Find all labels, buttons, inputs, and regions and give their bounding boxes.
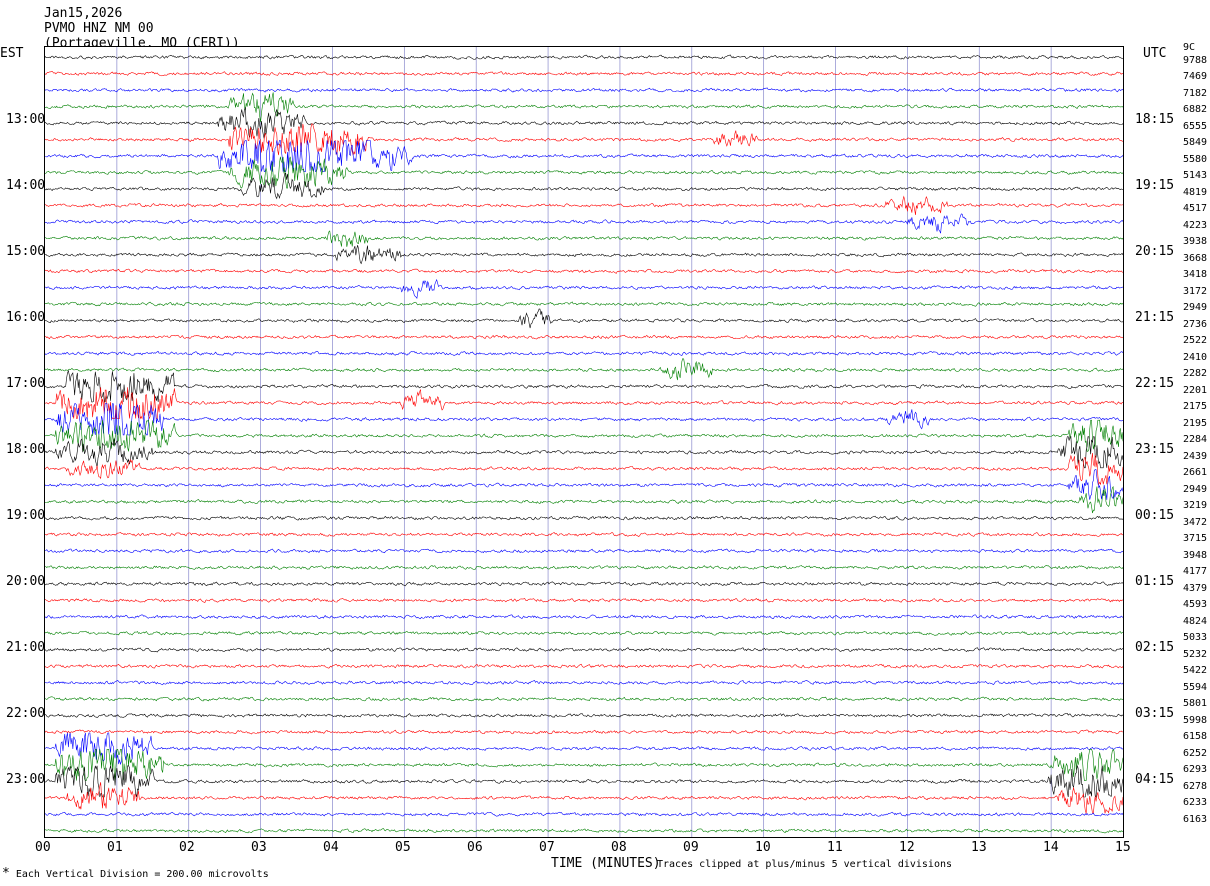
amplitude-value: 3418 xyxy=(1183,269,1208,280)
amplitude-value: 5422 xyxy=(1183,665,1208,676)
amplitude-value: 3948 xyxy=(1183,549,1208,561)
amplitude-value: 4593 xyxy=(1183,599,1208,610)
right-time-tick: 20:15 xyxy=(1135,244,1175,260)
seismogram-plot xyxy=(44,46,1124,838)
left-time-tick: 18:00 xyxy=(6,442,46,458)
scale-footnote: * Each Vertical Division = 200.00 microv… xyxy=(2,866,269,881)
amplitude-value: 4517 xyxy=(1183,203,1208,214)
amplitude-value: 6252 xyxy=(1183,747,1208,759)
amplitude-value: 6278 xyxy=(1183,780,1208,792)
amplitude-value: 3172 xyxy=(1183,285,1208,297)
left-time-tick: 21:00 xyxy=(6,640,46,656)
x-axis-tick: 06 xyxy=(467,840,483,855)
amplitude-value: 6163 xyxy=(1183,813,1208,825)
right-time-tick: 22:15 xyxy=(1135,376,1175,392)
x-axis-tick: 03 xyxy=(251,840,267,855)
left-time-tick: 17:00 xyxy=(6,376,46,392)
left-time-tick: 14:00 xyxy=(6,178,46,194)
amplitude-value: 2949 xyxy=(1183,302,1208,313)
amplitude-value: 7182 xyxy=(1183,87,1208,99)
left-time-tick: 15:00 xyxy=(6,244,46,260)
amplitude-value: 4379 xyxy=(1183,582,1208,594)
x-axis-tick: 12 xyxy=(899,840,915,855)
right-time-tick: 19:15 xyxy=(1135,178,1175,194)
amplitude-value: 6293 xyxy=(1183,764,1208,775)
x-axis-tick: 10 xyxy=(755,840,771,855)
left-time-tick: 22:00 xyxy=(6,706,46,722)
right-axis-label: UTC xyxy=(1143,46,1167,61)
right-time-tick: 03:15 xyxy=(1135,706,1175,722)
amplitude-value: 3938 xyxy=(1183,236,1208,247)
amplitude-value: 4819 xyxy=(1183,186,1208,198)
x-axis-tick: 14 xyxy=(1043,840,1059,855)
header-station: PVMO HNZ NM 00 xyxy=(44,21,154,36)
x-axis-tick: 04 xyxy=(323,840,339,855)
x-axis-title: TIME (MINUTES) xyxy=(551,856,661,871)
amplitude-value: 2439 xyxy=(1183,450,1208,462)
amplitude-value: 2175 xyxy=(1183,401,1208,412)
x-axis-tick: 00 xyxy=(35,840,51,855)
footnote-text: Each Vertical Division = 200.00 microvol… xyxy=(15,869,269,880)
left-time-tick: 16:00 xyxy=(6,310,46,326)
amplitude-value: 6158 xyxy=(1183,731,1208,742)
plot-canvas xyxy=(45,47,1123,837)
x-axis-tick: 02 xyxy=(179,840,195,855)
clip-note: Traces clipped at plus/minus 5 vertical … xyxy=(657,859,953,870)
right-time-tick: 23:15 xyxy=(1135,442,1175,458)
x-axis-tick: 15 xyxy=(1115,840,1131,855)
amplitude-value: 5143 xyxy=(1183,170,1208,181)
amplitude-value: 3472 xyxy=(1183,516,1208,528)
x-axis-tick: 13 xyxy=(971,840,987,855)
amplitude-value: 5594 xyxy=(1183,681,1208,693)
amplitude-value: 2949 xyxy=(1183,483,1208,495)
right-time-tick: 01:15 xyxy=(1135,574,1175,590)
footnote-star: * xyxy=(2,866,10,881)
amplitude-value: 2284 xyxy=(1183,434,1208,445)
left-time-tick: 23:00 xyxy=(6,772,46,788)
amplitude-value: 2282 xyxy=(1183,368,1208,379)
amplitude-value: 6233 xyxy=(1183,797,1208,808)
amplitude-value: 5033 xyxy=(1183,632,1208,643)
x-axis-tick: 07 xyxy=(539,840,555,855)
amplitude-value: 4223 xyxy=(1183,219,1208,231)
amplitude-value: 6555 xyxy=(1183,120,1208,132)
amplitude-value: 9788 xyxy=(1183,54,1208,66)
amplitude-value: 4177 xyxy=(1183,566,1208,577)
right-time-tick: 04:15 xyxy=(1135,772,1175,788)
x-axis-tick: 09 xyxy=(683,840,699,855)
amplitude-value: 2201 xyxy=(1183,384,1208,396)
amplitude-value: 5232 xyxy=(1183,648,1208,660)
amplitude-value: 9C xyxy=(1183,42,1196,53)
amplitude-value: 3668 xyxy=(1183,252,1208,264)
amplitude-value: 5580 xyxy=(1183,153,1208,165)
amplitude-value: 3715 xyxy=(1183,533,1208,544)
right-time-tick: 18:15 xyxy=(1135,112,1175,128)
amplitude-value: 5849 xyxy=(1183,137,1208,148)
amplitude-value: 3219 xyxy=(1183,500,1208,511)
amplitude-value: 2522 xyxy=(1183,335,1208,346)
header-date: Jan15,2026 xyxy=(44,6,123,21)
x-axis-tick: 11 xyxy=(827,840,843,855)
left-time-tick: 19:00 xyxy=(6,508,46,524)
amplitude-value: 5998 xyxy=(1183,714,1208,726)
left-axis-label: EST xyxy=(0,46,24,61)
amplitude-value: 2410 xyxy=(1183,351,1208,363)
amplitude-value: 2736 xyxy=(1183,318,1208,330)
right-time-tick: 00:15 xyxy=(1135,508,1175,524)
amplitude-value: 2661 xyxy=(1183,467,1208,478)
left-time-tick: 20:00 xyxy=(6,574,46,590)
amplitude-value: 6882 xyxy=(1183,104,1208,115)
x-axis-tick: 08 xyxy=(611,840,627,855)
x-axis-tick: 01 xyxy=(107,840,123,855)
amplitude-value: 7469 xyxy=(1183,71,1208,82)
right-time-tick: 21:15 xyxy=(1135,310,1175,326)
amplitude-value: 2195 xyxy=(1183,417,1208,429)
right-time-tick: 02:15 xyxy=(1135,640,1175,656)
amplitude-value: 4824 xyxy=(1183,615,1208,627)
amplitude-value: 5801 xyxy=(1183,698,1208,709)
x-axis-tick: 05 xyxy=(395,840,411,855)
left-time-tick: 13:00 xyxy=(6,112,46,128)
